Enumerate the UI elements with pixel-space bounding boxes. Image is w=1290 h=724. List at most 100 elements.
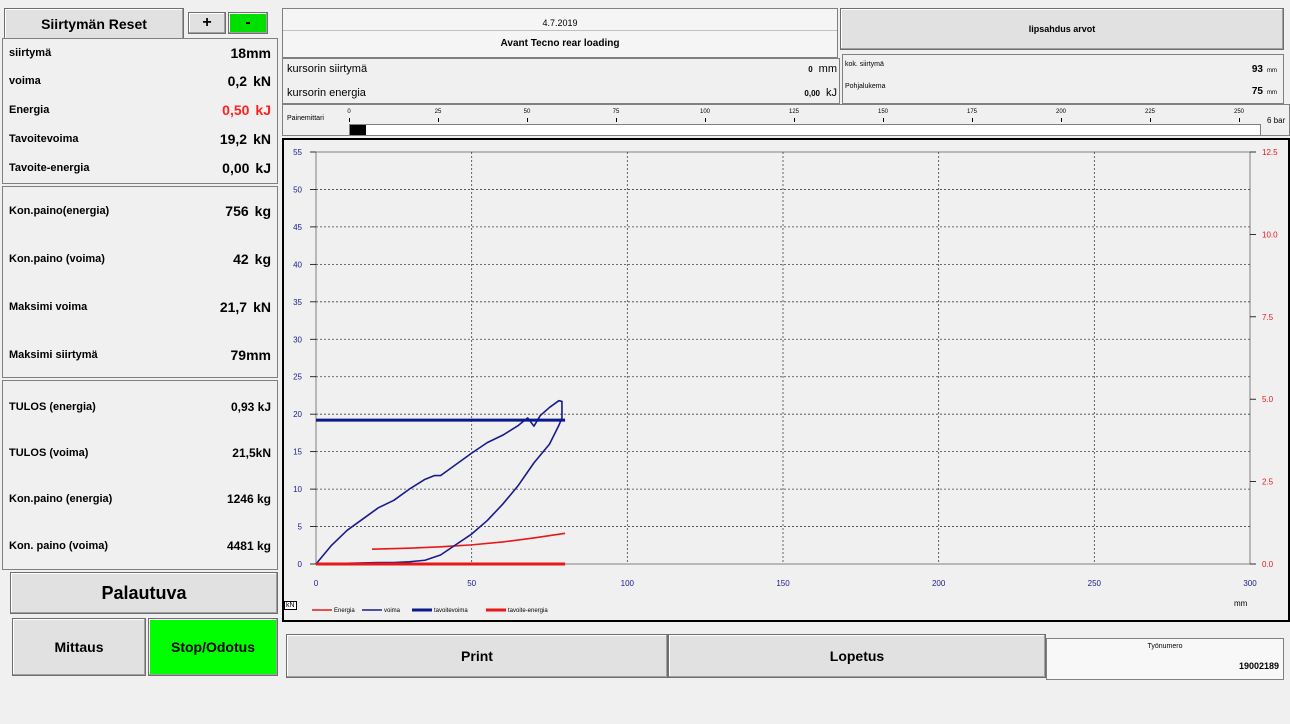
y-left-tick-label: 5 xyxy=(298,523,303,532)
y-right-tick-label: 0.0 xyxy=(1262,560,1274,569)
x-tick-label: 300 xyxy=(1243,579,1257,588)
y-left-tick-label: 55 xyxy=(293,148,302,157)
pressure-tick-label: 150 xyxy=(877,109,889,115)
voima-row: voima 0,2 kN xyxy=(9,69,271,93)
kon-paino-energia-row: Kon.paino(energia) 756 kg xyxy=(9,199,271,223)
lipsahdus-arvot-button[interactable]: lipsahdus arvot xyxy=(840,8,1284,50)
plus-button[interactable]: + xyxy=(188,12,226,34)
kursorin-siirtyma-value: 0 mm xyxy=(808,63,837,75)
kon-paino-voima-result-label: Kon. paino (voima) xyxy=(9,540,108,552)
header-panel: 4.7.2019 Avant Tecno rear loading xyxy=(282,8,838,58)
kon-paino-energia-value: 756 kg xyxy=(225,203,271,219)
tavoitevoima-value: 19,2 kN xyxy=(219,131,271,147)
pressure-tick-mark xyxy=(705,118,706,122)
y-right-tick-label: 10.0 xyxy=(1262,230,1278,239)
y-left-tick-label: 20 xyxy=(293,410,302,419)
tulos-energia-row: TULOS (energia) 0,93 kJ xyxy=(9,395,271,419)
kon-paino-energia-result-value: 1246 kg xyxy=(226,492,271,506)
palautuva-button[interactable]: Palautuva xyxy=(10,572,278,614)
lipsahdus-panel: kok. siirtymä 93 mm Pohjalukema 75 mm xyxy=(842,54,1284,104)
legend-label: voima xyxy=(384,608,401,614)
pressure-tick-label: 225 xyxy=(1144,109,1156,115)
pressure-gauge: Painemittari 0 25 50 75 100 125 150 175 200 225 25… xyxy=(282,104,1290,136)
y-right-tick-label: 2.5 xyxy=(1262,478,1274,487)
y-right-tick-label: 7.5 xyxy=(1262,313,1274,322)
kon-paino-voima-label: Kon.paino (voima) xyxy=(9,253,105,265)
maksimi-siirtyma-row: Maksimi siirtymä 79mm xyxy=(9,343,271,367)
pressure-tick-mark xyxy=(527,118,528,122)
chart-frame: 0 50 100 150 200 250 300 0 5 10 15 20 25 30 35 40 45 50 55… xyxy=(282,138,1290,622)
measurement-panel: siirtymä 18mm voima 0,2 kN Energia 0,50 kJ… xyxy=(2,38,278,184)
pressure-indicator xyxy=(350,125,366,135)
x-tick-label: 0 xyxy=(314,579,319,588)
pressure-tick-label: 50 xyxy=(523,109,531,115)
legend-label: Energia xyxy=(334,608,355,614)
test-title xyxy=(283,30,837,31)
energia-row: Energia 0,50 kJ xyxy=(9,98,271,122)
y-left-tick-label: 10 xyxy=(293,485,302,494)
kon-paino-energia-result-label: Kon.paino (energia) xyxy=(9,493,113,505)
y-right-tick-label: 5.0 xyxy=(1262,395,1274,404)
pressure-tick-mark xyxy=(438,118,439,122)
pohjalukema-label: Pohjalukema xyxy=(845,83,886,90)
maksimi-voima-label: Maksimi voima xyxy=(9,301,88,313)
cursor-panel: kursorin siirtymä 0 mm kursorin energia 0… xyxy=(282,58,840,104)
y-left-tick-label: 35 xyxy=(293,298,302,307)
siirtyma-row: siirtymä 18mm xyxy=(9,41,271,65)
kon-paino-voima-row: Kon.paino (voima) 42 kg xyxy=(9,247,271,271)
kok-siirtyma-label: kok. siirtymä xyxy=(845,61,884,68)
pressure-tick-mark xyxy=(972,118,973,122)
kon-paino-energia-label: Kon.paino(energia) xyxy=(9,205,110,217)
y-left-tick-label: 25 xyxy=(293,373,302,382)
tavoitevoima-row: Tavoitevoima 19,2 kN xyxy=(9,127,271,151)
pressure-tick-mark xyxy=(1239,118,1240,122)
y-left-tick-label: 45 xyxy=(293,223,302,232)
title-label: Avant Tecno rear loading xyxy=(500,38,620,49)
energia-label: Energia xyxy=(9,104,50,116)
y-left-tick-label: 50 xyxy=(293,185,302,194)
maksimi-siirtyma-value: 79mm xyxy=(230,347,271,363)
pressure-tick-label: 0 xyxy=(347,109,351,115)
kon-paino-energia-result-row: Kon.paino (energia) 1246 kg xyxy=(9,487,271,511)
tulos-voima-label: TULOS (voima) xyxy=(9,447,89,459)
siirtyman-reset-button[interactable]: Siirtymän Reset xyxy=(4,8,184,40)
pressure-tick-mark xyxy=(1061,118,1062,122)
siirtyma-label: siirtymä xyxy=(9,47,52,59)
pressure-tick-label: 250 xyxy=(1233,109,1245,115)
pressure-unit-label: 6 bar xyxy=(1267,116,1286,125)
kon-paino-voima-result-value: 4481 kg xyxy=(226,539,271,553)
legend-label: tavoitevoima xyxy=(434,608,468,614)
tulos-voima-value: 21,5kN xyxy=(232,446,271,460)
mittaus-button[interactable]: Mittaus xyxy=(12,618,146,676)
y-left-tick-label: 30 xyxy=(293,335,302,344)
result-panel: TULOS (energia) 0,93 kJ TULOS (voima) 21… xyxy=(2,380,278,570)
x-tick-label: 100 xyxy=(621,579,635,588)
pressure-tick-mark xyxy=(883,118,884,122)
print-button[interactable]: Print xyxy=(286,634,668,678)
maksimi-voima-row: Maksimi voima 21,7 kN xyxy=(9,295,271,319)
tavoite-energia-row: Tavoite-energia 0,00 kJ xyxy=(9,156,271,180)
kon-paino-voima-result-row: Kon. paino (voima) 4481 kg xyxy=(9,534,271,558)
pressure-tick-label: 75 xyxy=(612,109,620,115)
stop-odotus-button[interactable]: Stop/Odotus xyxy=(148,618,278,676)
pohjalukema-value: 75 mm xyxy=(1251,86,1277,97)
tyonumero-value: 19002189 xyxy=(1238,661,1279,671)
energia-value: 0,50 kJ xyxy=(222,102,271,118)
kok-siirtyma-value: 93 mm xyxy=(1251,64,1277,75)
tavoite-energia-label: Tavoite-energia xyxy=(9,162,90,174)
y-left-tick-label: 40 xyxy=(293,260,302,269)
date-label: 4.7.2019 xyxy=(542,18,578,28)
kursorin-siirtyma-label: kursorin siirtymä xyxy=(287,63,368,75)
minus-button[interactable]: - xyxy=(228,12,268,34)
lopetus-button[interactable]: Lopetus xyxy=(668,634,1046,678)
pressure-bar xyxy=(349,124,1261,136)
x-tick-label: 250 xyxy=(1088,579,1102,588)
pressure-tick-label: 125 xyxy=(788,109,800,115)
voima-label: voima xyxy=(9,75,41,87)
siirtyma-value: 18mm xyxy=(230,45,271,61)
tyonumero-field: Työnumero 19002189 xyxy=(1046,638,1284,680)
x-tick-label: 200 xyxy=(932,579,946,588)
pressure-tick-label: 200 xyxy=(1055,109,1067,115)
voima-value: 0,2 kN xyxy=(227,73,271,89)
tulos-voima-row: TULOS (voima) 21,5kN xyxy=(9,441,271,465)
